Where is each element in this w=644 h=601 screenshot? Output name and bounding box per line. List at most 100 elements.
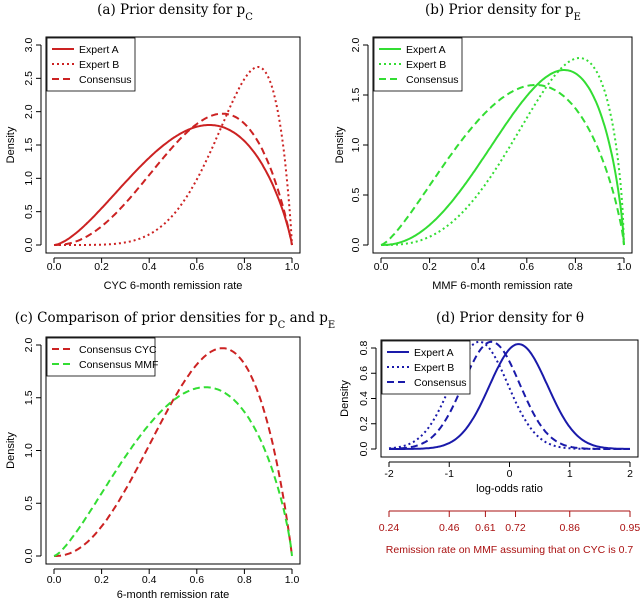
legend-box [381, 340, 471, 395]
secondary-tick-label: 0.61 [475, 522, 496, 534]
y-tick-label: 0.8 [358, 341, 370, 356]
x-tick-label: -2 [384, 468, 393, 480]
x-axis-label: CYC 6-month remission rate [104, 280, 243, 292]
chart-title-subscript: C [245, 12, 253, 23]
chart-title: (a) Prior density for pC [97, 2, 253, 23]
y-tick-label: 2.5 [23, 71, 35, 86]
y-tick-label: 0.2 [358, 416, 370, 431]
y-tick-label: 2.0 [350, 38, 362, 53]
x-axis-label: MMF 6-month remission rate [432, 280, 573, 292]
x-tick-label: 0.8 [237, 261, 252, 273]
secondary-tick-label: 0.24 [379, 522, 400, 534]
plot-frame [45, 336, 301, 565]
legend-label: Expert A [406, 44, 446, 56]
series-line-consensus-cyc [54, 347, 293, 557]
y-tick-label: 0.5 [23, 204, 35, 219]
series-line-expert-a [389, 343, 630, 450]
x-tick-label: 1.0 [285, 574, 300, 586]
secondary-tick-label: 0.46 [439, 522, 460, 534]
x-tick-label: 0.2 [94, 261, 109, 273]
chart-title-mid: and p [285, 310, 328, 326]
y-axis-label: Density [5, 126, 17, 163]
x-axis-label: log-odds ratio [476, 483, 543, 495]
x-tick-label: 0.8 [237, 574, 252, 586]
y-tick-label: 1.0 [350, 138, 362, 153]
legend-label: Consensus [79, 74, 132, 86]
y-tick-label: 0.6 [358, 366, 370, 381]
y-tick-label: 1.5 [350, 88, 362, 103]
x-tick-label: 2 [627, 468, 633, 480]
x-tick-label: 1 [567, 468, 573, 480]
chart-title: (b) Prior density for pE [425, 2, 581, 23]
y-tick-label: 2.0 [23, 104, 35, 119]
x-tick-label: 0.8 [568, 261, 583, 273]
y-tick-label: 0.4 [358, 391, 370, 406]
chart-title-main: (c) Comparison of prior densities for p [15, 310, 278, 326]
y-tick-label: 3.0 [23, 38, 35, 53]
secondary-tick-label: 0.72 [505, 522, 526, 534]
x-tick-label: 0.4 [471, 261, 486, 273]
x-tick-label: 0 [507, 468, 513, 480]
chart-panel-c: (c) Comparison of prior densities for pC… [5, 310, 335, 601]
series-line-expert-b [388, 340, 630, 450]
series-line-consensus [54, 112, 293, 246]
x-tick-label: -1 [445, 468, 454, 480]
secondary-axis: 0.24 0.46 0.61 0.72 0.86 0.95 Remission rate o… [379, 510, 641, 556]
legend: Expert A Expert B Consensus [381, 340, 471, 395]
y-tick-label: 1.0 [23, 171, 35, 186]
legend-label: Consensus CYC [79, 344, 157, 356]
series-line-consensus [389, 340, 630, 450]
y-axis-label: Density [334, 126, 346, 163]
x-tick-label: 0.6 [519, 261, 534, 273]
x-tick-label: 0.4 [142, 574, 157, 586]
y-tick-label: 0.0 [350, 238, 362, 253]
plot-frame [372, 36, 633, 254]
series-line-expert-a [381, 69, 625, 246]
x-tick-label: 0.0 [47, 261, 62, 273]
y-tick-label: 0.0 [23, 549, 35, 564]
chart-panel-a: (a) Prior density for pC 0.0 0.2 0.4 0.6 0.8 1… [5, 2, 301, 292]
chart-title-subscript-2: E [328, 320, 335, 331]
chart-panel-b: (b) Prior density for pE 0.0 0.2 0.4 0.6 0.8 1… [334, 2, 633, 292]
x-axis-label: 6-month remission rate [117, 589, 230, 601]
y-tick-label: 1.5 [23, 390, 35, 405]
legend: Expert A Expert B Consensus [46, 37, 136, 92]
chart-title: (d) Prior density for θ [436, 310, 584, 326]
secondary-tick-label: 0.86 [560, 522, 581, 534]
x-tick-label: 1.0 [617, 261, 632, 273]
y-axis-label: Density [339, 380, 351, 417]
chart-title: (c) Comparison of prior densities for pC… [15, 310, 335, 331]
legend-label: Expert B [414, 362, 454, 374]
x-tick-label: 0.0 [374, 261, 389, 273]
legend-label: Expert A [414, 347, 454, 359]
legend-label: Consensus [406, 74, 459, 86]
legend-label: Consensus MMF [79, 359, 158, 371]
chart-title-subscript: C [278, 320, 286, 331]
series-line-consensus [380, 84, 625, 246]
legend-label: Expert B [406, 59, 446, 71]
series-line-consensus-mmf [53, 386, 293, 557]
y-tick-label: 2.0 [23, 338, 35, 353]
x-tick-label: 0.2 [94, 574, 109, 586]
series-line-expert-b [381, 57, 625, 246]
legend: Expert A Expert B Consensus [373, 37, 463, 92]
legend-box [46, 337, 156, 377]
y-tick-label: 0.0 [358, 442, 370, 457]
y-tick-label: 1.5 [23, 138, 35, 153]
secondary-axis-label: Remission rate on MMF assuming that on C… [386, 544, 634, 556]
legend-box [373, 37, 463, 92]
legend-label: Expert B [79, 59, 119, 71]
y-tick-label: 1.0 [23, 443, 35, 458]
chart-title-main: (b) Prior density for p [425, 2, 574, 18]
y-axis-label: Density [5, 432, 17, 469]
x-tick-label: 0.0 [47, 574, 62, 586]
chart-panel-d: (d) Prior density for θ -2 -1 0 1 2 log-odds r… [339, 310, 640, 556]
x-tick-label: 0.6 [189, 574, 204, 586]
legend-box [46, 37, 136, 92]
x-tick-label: 0.6 [189, 261, 204, 273]
legend-label: Consensus [414, 377, 467, 389]
series-line-expert-a [53, 124, 293, 246]
secondary-tick-label: 0.95 [620, 522, 641, 534]
chart-title-main: (a) Prior density for p [97, 2, 245, 18]
